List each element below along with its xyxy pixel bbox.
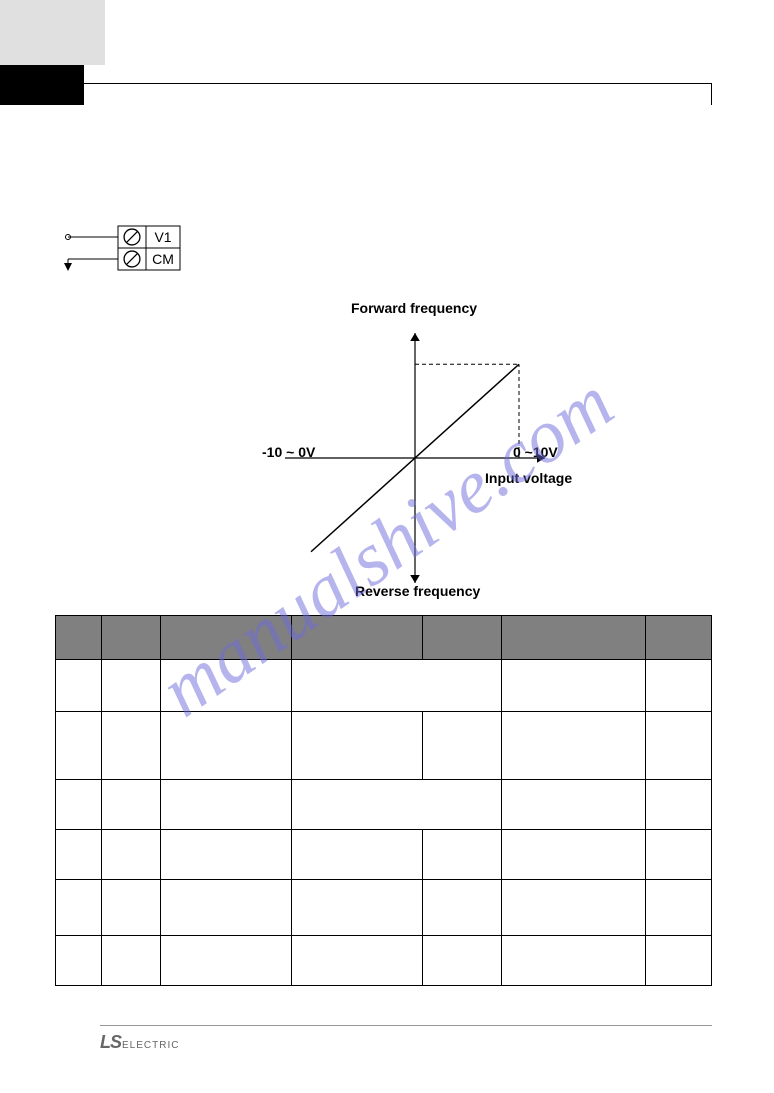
table-header-cell — [160, 616, 291, 660]
chart-label-bottom: Reverse frequency — [355, 583, 480, 599]
footer-brand-light: ELECTRIC — [122, 1040, 179, 1051]
table-cell — [646, 660, 712, 712]
table-cell — [423, 830, 502, 880]
table-cell — [160, 712, 291, 780]
chart-label-pos-v: 0 ~10V — [513, 444, 558, 460]
table-cell — [160, 880, 291, 936]
table-cell — [101, 936, 160, 986]
table-cell — [160, 780, 291, 830]
table-cell — [292, 936, 423, 986]
header-black-block — [0, 65, 84, 105]
table-cell — [292, 880, 423, 936]
footer-rule — [100, 1025, 712, 1026]
header-rule-tick — [711, 83, 712, 105]
terminal-diagram: V1 CM — [60, 220, 190, 285]
table-cell — [160, 830, 291, 880]
table-cell — [502, 880, 646, 936]
footer-brand-bold: LS — [100, 1032, 121, 1053]
svg-text:CM: CM — [152, 251, 174, 267]
table-cell — [423, 936, 502, 986]
table-cell — [502, 712, 646, 780]
table-cell — [101, 830, 160, 880]
table-cell — [292, 830, 423, 880]
table-cell — [646, 830, 712, 880]
svg-text:V1: V1 — [154, 229, 171, 245]
table-header-cell — [646, 616, 712, 660]
table-cell — [646, 936, 712, 986]
table-cell — [646, 712, 712, 780]
table-cell — [646, 880, 712, 936]
table-cell — [101, 660, 160, 712]
table-header-cell — [56, 616, 102, 660]
table-cell — [502, 660, 646, 712]
chart-label-top: Forward frequency — [351, 300, 477, 316]
table-cell — [502, 830, 646, 880]
header-rule — [84, 83, 712, 84]
table-cell — [101, 780, 160, 830]
table-cell — [56, 830, 102, 880]
table-cell — [160, 936, 291, 986]
parameter-table — [55, 615, 712, 985]
table-cell — [56, 880, 102, 936]
table-cell — [502, 936, 646, 986]
table-header-cell — [292, 616, 423, 660]
table-cell — [56, 712, 102, 780]
table-cell — [56, 660, 102, 712]
voltage-frequency-chart: Forward frequency -10 ~ 0V 0 ~10V Input … — [265, 300, 565, 600]
footer-logo: LS ELECTRIC — [100, 1032, 179, 1053]
table-header-cell — [101, 616, 160, 660]
table-header-cell — [502, 616, 646, 660]
table-cell — [160, 660, 291, 712]
table-header-cell — [423, 616, 502, 660]
table-cell — [646, 780, 712, 830]
chart-label-neg-v: -10 ~ 0V — [262, 444, 315, 460]
chart-label-input-voltage: Input voltage — [485, 470, 572, 486]
table-cell — [56, 780, 102, 830]
table-cell — [292, 780, 502, 830]
table-cell — [56, 936, 102, 986]
header-gray-block — [0, 0, 105, 65]
table-cell — [101, 712, 160, 780]
table-cell — [101, 880, 160, 936]
table-cell — [423, 712, 502, 780]
table-cell — [292, 660, 502, 712]
table-cell — [292, 712, 423, 780]
table-cell — [502, 780, 646, 830]
table-cell — [423, 880, 502, 936]
